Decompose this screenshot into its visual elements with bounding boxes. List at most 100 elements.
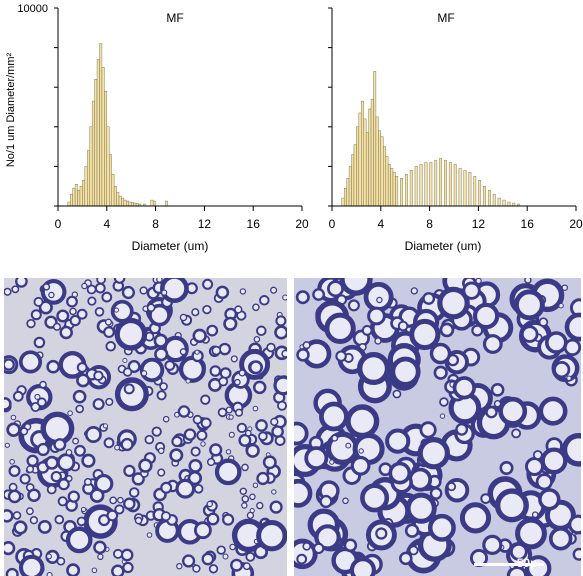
myelinated-axon bbox=[120, 548, 134, 562]
myelinated-axon bbox=[319, 494, 333, 509]
histogram-bar bbox=[380, 136, 384, 207]
myelinated-axon bbox=[439, 322, 455, 338]
myelinated-axon bbox=[103, 437, 115, 449]
myelinated-axon bbox=[193, 484, 204, 494]
myelinated-axon bbox=[120, 437, 134, 452]
histogram-bar bbox=[348, 166, 352, 207]
myelinated-axon bbox=[312, 288, 326, 301]
myelinated-axon bbox=[242, 562, 251, 571]
myelinated-axon bbox=[538, 488, 561, 511]
myelinated-axon bbox=[471, 324, 484, 337]
histogram-bar bbox=[82, 180, 86, 207]
myelinated-axon bbox=[37, 519, 52, 534]
myelinated-axon bbox=[276, 400, 287, 411]
myelinated-axon bbox=[339, 278, 373, 296]
myelinated-axon bbox=[54, 514, 65, 525]
histogram-bar bbox=[502, 199, 506, 207]
myelinated-axon bbox=[113, 307, 119, 313]
histogram-bar bbox=[150, 199, 154, 207]
myelinated-axon bbox=[499, 461, 514, 476]
myelinated-axon bbox=[548, 526, 573, 551]
myelinated-axon bbox=[46, 571, 53, 576]
myelinated-axon bbox=[553, 361, 571, 379]
myelinated-axon bbox=[258, 431, 268, 442]
myelinated-axon bbox=[273, 375, 287, 396]
myelinated-axon bbox=[304, 446, 329, 471]
myelinated-axon bbox=[525, 457, 544, 476]
myelinated-axon bbox=[18, 350, 43, 374]
myelinated-axon bbox=[274, 325, 287, 340]
histogram-bar bbox=[473, 176, 477, 207]
myelinated-axon bbox=[76, 516, 87, 527]
myelinated-axon bbox=[200, 394, 211, 405]
histogram-bar bbox=[463, 170, 467, 207]
myelinated-axon bbox=[490, 382, 505, 397]
myelinated-axon bbox=[302, 341, 311, 350]
myelinated-axon bbox=[185, 378, 191, 384]
myelinated-axon bbox=[439, 413, 446, 419]
myelinated-axon bbox=[4, 358, 15, 371]
myelinated-axon bbox=[245, 551, 256, 562]
myelinated-axon bbox=[350, 455, 371, 476]
myelinated-axon bbox=[171, 435, 183, 448]
myelinated-axon bbox=[162, 415, 170, 423]
myelinated-axon bbox=[376, 296, 383, 304]
myelinated-axon bbox=[485, 406, 498, 419]
myelinated-axon bbox=[40, 411, 75, 446]
histogram-bar bbox=[69, 193, 73, 207]
histogram-bar bbox=[111, 174, 115, 207]
axes: 0 4 8 12 16 20 bbox=[328, 7, 583, 231]
myelinated-axon bbox=[538, 396, 568, 426]
myelinated-axon bbox=[319, 401, 349, 432]
scale-bar bbox=[474, 563, 544, 566]
myelinated-axon bbox=[218, 376, 229, 387]
micrograph-left bbox=[4, 278, 287, 576]
myelinated-axon bbox=[169, 448, 184, 463]
histogram-bar bbox=[414, 166, 418, 207]
myelinated-axon bbox=[109, 496, 118, 505]
myelinated-axon bbox=[11, 285, 20, 294]
x-axis-label: Diameter (um) bbox=[132, 239, 209, 253]
myelinated-axon bbox=[482, 334, 503, 354]
myelinated-axon bbox=[89, 488, 105, 503]
myelinated-axon bbox=[256, 471, 270, 486]
myelinated-axon bbox=[200, 441, 206, 447]
x-tick-label: 4 bbox=[377, 217, 384, 231]
myelinated-axon bbox=[256, 520, 287, 552]
x-tick-label: 8 bbox=[152, 217, 159, 231]
myelinated-axon bbox=[404, 523, 420, 538]
myelinated-axon bbox=[399, 551, 413, 566]
myelinated-axon bbox=[192, 328, 207, 343]
histogram-bar bbox=[365, 132, 369, 207]
myelinated-axon bbox=[230, 355, 238, 363]
myelinated-axon bbox=[544, 331, 568, 354]
myelinated-axon bbox=[113, 278, 126, 284]
myelinated-axon bbox=[410, 287, 418, 295]
myelinated-axon bbox=[157, 468, 166, 477]
histogram-bar bbox=[390, 168, 394, 207]
myelinated-axon bbox=[12, 390, 24, 402]
myelinated-axon bbox=[282, 294, 287, 301]
myelinated-axon bbox=[102, 423, 108, 429]
myelinated-axon bbox=[69, 307, 77, 316]
myelinated-axon bbox=[179, 313, 188, 322]
myelinated-axon bbox=[117, 496, 124, 504]
histogram-bar bbox=[358, 112, 362, 207]
myelinated-axon bbox=[56, 453, 76, 472]
myelinated-axon bbox=[462, 281, 481, 300]
myelinated-axon bbox=[148, 303, 171, 327]
myelinated-axon bbox=[154, 347, 169, 362]
myelinated-axon bbox=[392, 389, 402, 399]
myelinated-axon bbox=[93, 370, 104, 381]
myelinated-axon bbox=[255, 419, 268, 432]
myelinated-axon bbox=[76, 373, 91, 388]
histogram-bar bbox=[346, 178, 350, 207]
histogram-bar bbox=[468, 172, 472, 207]
histogram-bar bbox=[448, 162, 452, 207]
myelinated-axon bbox=[228, 414, 234, 420]
myelinated-axon bbox=[81, 282, 88, 290]
myelinated-axon bbox=[313, 542, 325, 555]
myelinated-axon bbox=[216, 545, 226, 555]
myelinated-axon bbox=[455, 423, 469, 436]
histogram-bar bbox=[497, 197, 501, 207]
